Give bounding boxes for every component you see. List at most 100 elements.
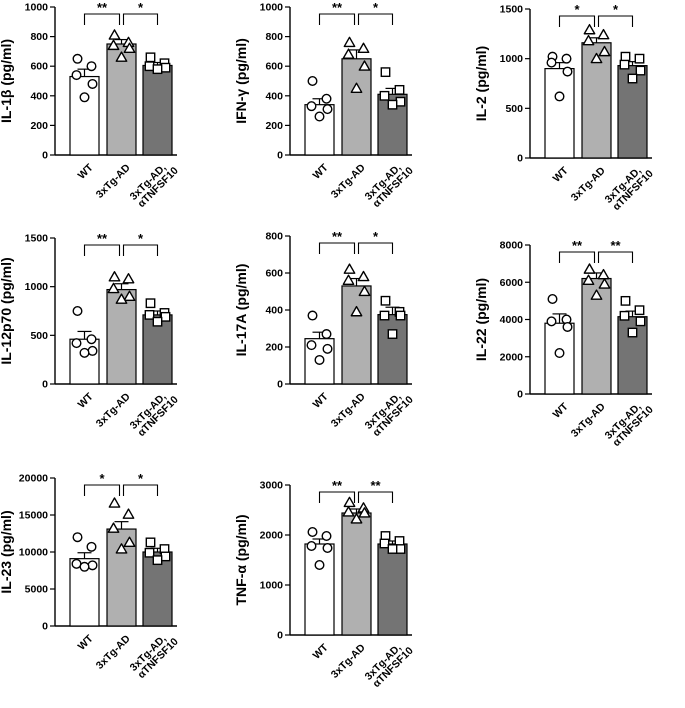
data-point [379, 538, 390, 549]
y-axis-title: IFN-γ (pg/ml) [233, 38, 249, 124]
y-tick-label: 400 [30, 90, 48, 102]
data-point [115, 51, 128, 62]
bracket-line [357, 242, 394, 254]
significance-label: * [138, 231, 144, 246]
bar [106, 288, 137, 385]
data-point [107, 522, 120, 533]
data-point [554, 348, 565, 359]
bracket-line [83, 244, 121, 256]
data-point [87, 560, 98, 571]
data-point [72, 53, 83, 64]
data-point [546, 57, 557, 68]
data-point [321, 329, 332, 340]
data-point [87, 345, 98, 356]
data-point [350, 82, 363, 94]
data-point [342, 506, 355, 517]
data-point [314, 560, 325, 571]
significance-label: * [373, 0, 379, 15]
y-tick-label: 0 [277, 630, 283, 642]
data-point [107, 39, 120, 51]
y-tick-label: 200 [265, 120, 283, 132]
bar [377, 543, 408, 636]
bracket-line [318, 491, 356, 503]
bracket-line [558, 251, 596, 263]
y-tick-label: 2000 [260, 530, 284, 542]
data-point [387, 99, 398, 110]
y-tick-label: 0 [517, 153, 523, 165]
bracket-line [357, 13, 394, 25]
data-point [357, 42, 370, 54]
y-tick-label: 1000 [25, 2, 49, 14]
significance-label: ** [332, 478, 343, 493]
data-point [145, 52, 156, 63]
data-point [321, 531, 332, 542]
data-point [358, 285, 371, 297]
data-point [123, 42, 136, 54]
y-tick-label: 10000 [19, 547, 48, 559]
data-point [546, 316, 557, 327]
data-point [357, 270, 370, 282]
y-tick-label: 0 [277, 150, 283, 162]
data-point [395, 544, 406, 554]
y-tick-label: 800 [30, 31, 48, 43]
significance-label: * [613, 2, 619, 17]
category-label: WT [311, 641, 331, 661]
data-point [561, 53, 572, 64]
data-point [307, 75, 318, 86]
bracket-line [83, 13, 121, 25]
y-tick-label: 800 [265, 231, 283, 243]
data-point [71, 70, 82, 81]
y-tick-label: 2000 [500, 351, 524, 363]
data-point [562, 321, 573, 332]
y-tick-label: 8000 [500, 240, 524, 252]
data-point [144, 61, 155, 72]
data-point [307, 310, 318, 321]
significance-label: * [574, 2, 580, 17]
significance-label: ** [97, 231, 108, 246]
data-point [306, 541, 317, 552]
data-point [583, 23, 596, 35]
bar [341, 512, 372, 636]
data-point [72, 532, 83, 543]
data-point [379, 90, 390, 101]
y-tick-label: 500 [30, 330, 48, 342]
data-point [619, 59, 630, 70]
category-label: WT [76, 161, 96, 181]
data-point [108, 497, 121, 508]
y-tick-label: 1000 [25, 281, 49, 293]
bracket-line [122, 13, 159, 25]
data-point [122, 508, 135, 519]
bracket-line [122, 484, 159, 496]
y-tick-label: 0 [517, 389, 523, 401]
significance-bracket: * [122, 231, 159, 256]
bar [341, 285, 372, 385]
significance-label: ** [97, 0, 108, 15]
significance-bracket: ** [83, 231, 121, 256]
bar [544, 67, 575, 159]
data-point [86, 334, 97, 345]
y-tick-label: 1000 [260, 2, 284, 14]
y-axis-title: IL-17A (pg/ml) [233, 264, 249, 357]
data-point [598, 278, 611, 289]
data-point [145, 298, 156, 309]
y-tick-label: 0 [277, 379, 283, 391]
significance-label: * [99, 471, 105, 486]
y-axis-title: IL-2 (pg/ml) [473, 46, 489, 121]
y-tick-label: 200 [30, 120, 48, 132]
y-axis-title: IL-23 (pg/ml) [0, 510, 14, 593]
significance-bracket: * [122, 471, 159, 496]
y-axis-title: IL-22 (pg/ml) [473, 278, 489, 361]
data-point [343, 36, 356, 48]
y-tick-label: 4000 [500, 314, 524, 326]
data-point [350, 513, 363, 524]
bar [69, 75, 100, 156]
data-point [387, 544, 398, 554]
data-point [115, 293, 128, 304]
data-point [321, 93, 332, 104]
category-label: WT [311, 161, 331, 181]
